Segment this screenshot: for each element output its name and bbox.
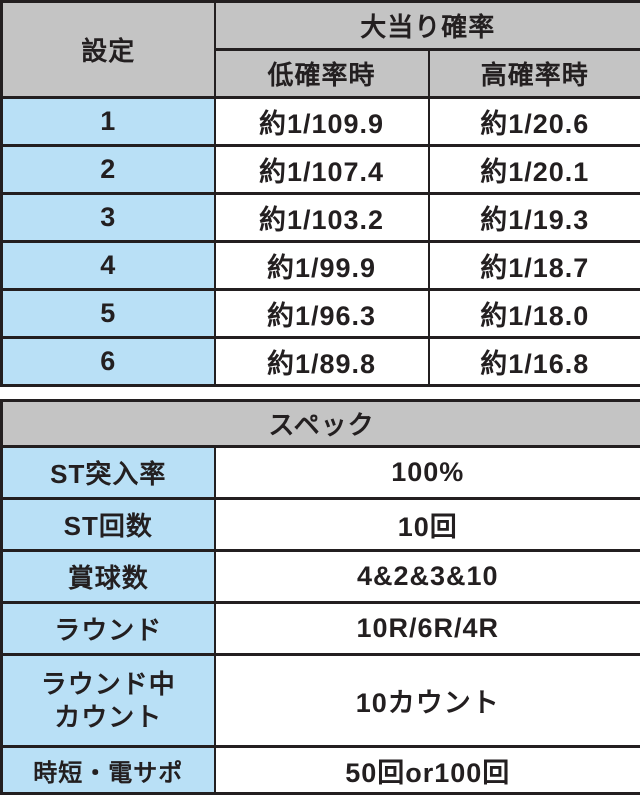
spec-row-label: 時短・電サポ <box>0 745 216 795</box>
spec-row-value: 10カウント <box>213 653 640 748</box>
setting-number-cell: 5 <box>0 288 216 339</box>
spec-row-value: 10回 <box>213 497 640 552</box>
low-probability-cell: 約1/109.9 <box>213 96 430 147</box>
setting-number-cell: 4 <box>0 240 216 291</box>
spec-row-payout-balls: 賞球数 4&2&3&10 <box>0 549 640 604</box>
high-probability-cell: 約1/19.3 <box>427 192 640 243</box>
low-probability-cell: 約1/103.2 <box>213 192 430 243</box>
spec-table: スペック ST突入率 100% ST回数 10回 賞球数 4&2&3&10 ラウ… <box>0 399 640 795</box>
probability-table: 設定 大当り確率 低確率時 高確率時 1 約1/109.9 約1/20.6 2 … <box>0 0 640 387</box>
spec-row-st-entry-rate: ST突入率 100% <box>0 445 640 500</box>
setting-number-cell: 1 <box>0 96 216 147</box>
spec-row-rounds: ラウンド 10R/6R/4R <box>0 601 640 656</box>
high-probability-cell: 約1/20.1 <box>427 144 640 195</box>
spec-row-value: 50回or100回 <box>213 745 640 795</box>
header-setting: 設定 <box>0 0 216 99</box>
spec-row-label: ST突入率 <box>0 445 216 500</box>
spec-row-value: 4&2&3&10 <box>213 549 640 604</box>
header-jackpot-probability: 大当り確率 <box>213 0 640 51</box>
probability-row-setting-4: 4 約1/99.9 約1/18.7 <box>0 240 640 291</box>
probability-row-setting-6: 6 約1/89.8 約1/16.8 <box>0 336 640 387</box>
spec-row-label: 賞球数 <box>0 549 216 604</box>
low-probability-cell: 約1/89.8 <box>213 336 430 387</box>
setting-number-cell: 3 <box>0 192 216 243</box>
header-low-probability: 低確率時 <box>213 48 430 99</box>
high-probability-cell: 約1/18.7 <box>427 240 640 291</box>
spec-row-label: ST回数 <box>0 497 216 552</box>
spec-row-label: ラウンド中 カウント <box>0 653 216 748</box>
probability-header-row-1: 設定 大当り確率 <box>0 0 640 99</box>
spec-row-value: 10R/6R/4R <box>213 601 640 656</box>
high-probability-cell: 約1/20.6 <box>427 96 640 147</box>
spec-title: スペック <box>0 399 640 448</box>
spec-title-row: スペック <box>0 399 640 448</box>
high-probability-cell: 約1/16.8 <box>427 336 640 387</box>
probability-row-setting-1: 1 約1/109.9 約1/20.6 <box>0 96 640 147</box>
setting-number-cell: 2 <box>0 144 216 195</box>
spec-row-count-per-round: ラウンド中 カウント 10カウント <box>0 653 640 748</box>
low-probability-cell: 約1/107.4 <box>213 144 430 195</box>
probability-row-setting-3: 3 約1/103.2 約1/19.3 <box>0 192 640 243</box>
low-probability-cell: 約1/99.9 <box>213 240 430 291</box>
spec-row-st-count: ST回数 10回 <box>0 497 640 552</box>
high-probability-cell: 約1/18.0 <box>427 288 640 339</box>
probability-header-row-2: 低確率時 高確率時 <box>2 48 640 99</box>
header-high-probability: 高確率時 <box>427 48 640 99</box>
setting-number-cell: 6 <box>0 336 216 387</box>
low-probability-cell: 約1/96.3 <box>213 288 430 339</box>
spec-row-label: ラウンド <box>0 601 216 656</box>
probability-row-setting-5: 5 約1/96.3 約1/18.0 <box>0 288 640 339</box>
probability-row-setting-2: 2 約1/107.4 約1/20.1 <box>0 144 640 195</box>
spec-row-jitan-support: 時短・電サポ 50回or100回 <box>0 745 640 795</box>
spec-row-value: 100% <box>213 445 640 500</box>
